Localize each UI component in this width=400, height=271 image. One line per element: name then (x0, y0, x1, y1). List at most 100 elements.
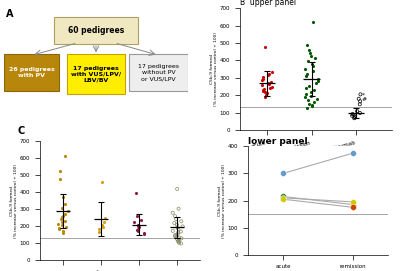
Point (357, 99, 363, 104)
Point (304, 43, 310, 47)
Point (312, 81, 319, 86)
Point (135, 229, 142, 233)
Point (312, 56, 318, 60)
Point (308, 103, 315, 107)
Point (65, 209, 72, 213)
Point (266, 82, 272, 86)
Point (304, 72, 310, 76)
Point (303, 92, 310, 96)
Point (178, 236, 185, 241)
Point (268, 79, 274, 84)
Point (265, 81, 271, 85)
Point (304, 59, 311, 63)
Point (354, 109, 360, 114)
Point (356, 96, 362, 101)
Point (176, 235, 182, 240)
Point (56, 177, 63, 181)
Point (136, 225, 142, 230)
Point (175, 207, 182, 211)
Point (55, 221, 61, 226)
Point (302, 95, 308, 99)
Point (180, 224, 186, 229)
Point (171, 221, 178, 225)
Point (304, 106, 310, 110)
Text: B  upper panel: B upper panel (240, 0, 296, 7)
Point (305, 98, 312, 103)
Point (174, 187, 180, 191)
Point (310, 20, 316, 24)
Point (306, 83, 312, 88)
Text: 26 pedigrees
with PV: 26 pedigrees with PV (9, 67, 54, 78)
Point (268, 70, 275, 74)
Point (134, 228, 140, 232)
Point (102, 216, 108, 220)
Point (174, 237, 180, 241)
Point (260, 89, 267, 93)
Point (308, 53, 314, 58)
Point (58, 217, 64, 221)
Point (280, 194, 286, 199)
Point (258, 83, 265, 87)
Point (175, 230, 182, 235)
Point (174, 232, 181, 236)
Point (265, 73, 271, 78)
Point (100, 220, 107, 224)
Point (173, 234, 179, 239)
Point (170, 229, 176, 233)
Point (260, 76, 266, 81)
Point (310, 69, 316, 73)
Point (59, 220, 65, 224)
Point (309, 104, 315, 109)
Point (314, 76, 321, 81)
Point (131, 220, 138, 224)
Point (174, 225, 180, 230)
Point (176, 238, 182, 242)
Text: 60 pedigrees: 60 pedigrees (68, 26, 124, 35)
Point (60, 195, 67, 200)
Point (357, 92, 364, 96)
Point (172, 233, 178, 237)
Text: #: # (362, 97, 367, 102)
Point (260, 86, 267, 91)
Point (259, 78, 265, 83)
Point (269, 84, 275, 89)
Point (308, 93, 315, 98)
Point (135, 227, 141, 231)
Point (60, 230, 66, 235)
Point (280, 171, 286, 176)
Point (349, 112, 356, 116)
Point (137, 217, 144, 222)
Point (135, 222, 142, 227)
Text: 17 pedigrees
without PV
or VUS/LPV: 17 pedigrees without PV or VUS/LPV (138, 64, 179, 81)
Point (62, 154, 68, 158)
Point (314, 79, 321, 83)
FancyBboxPatch shape (129, 54, 188, 91)
Point (302, 74, 309, 79)
Point (60, 229, 66, 233)
Point (58, 223, 65, 228)
Point (135, 224, 142, 229)
Point (99, 180, 106, 184)
Point (306, 50, 313, 55)
Point (56, 226, 62, 231)
Point (303, 86, 309, 90)
Point (262, 90, 268, 94)
Point (62, 212, 68, 216)
Text: C: C (18, 126, 25, 136)
FancyBboxPatch shape (66, 54, 126, 94)
Point (134, 213, 140, 218)
Point (56, 227, 62, 232)
Y-axis label: C5b-9 formed
(% increase versus control + 100): C5b-9 formed (% increase versus control … (210, 32, 218, 106)
Y-axis label: C5b-9 formed
(% increase versus control + 100): C5b-9 formed (% increase versus control … (218, 163, 226, 238)
Point (302, 67, 309, 71)
Point (57, 169, 64, 173)
Point (261, 95, 268, 99)
Point (356, 102, 363, 107)
Point (178, 219, 184, 224)
Point (62, 218, 69, 223)
Point (280, 197, 286, 201)
Point (350, 151, 356, 155)
Point (133, 191, 139, 196)
Point (314, 97, 320, 101)
FancyBboxPatch shape (4, 54, 59, 91)
